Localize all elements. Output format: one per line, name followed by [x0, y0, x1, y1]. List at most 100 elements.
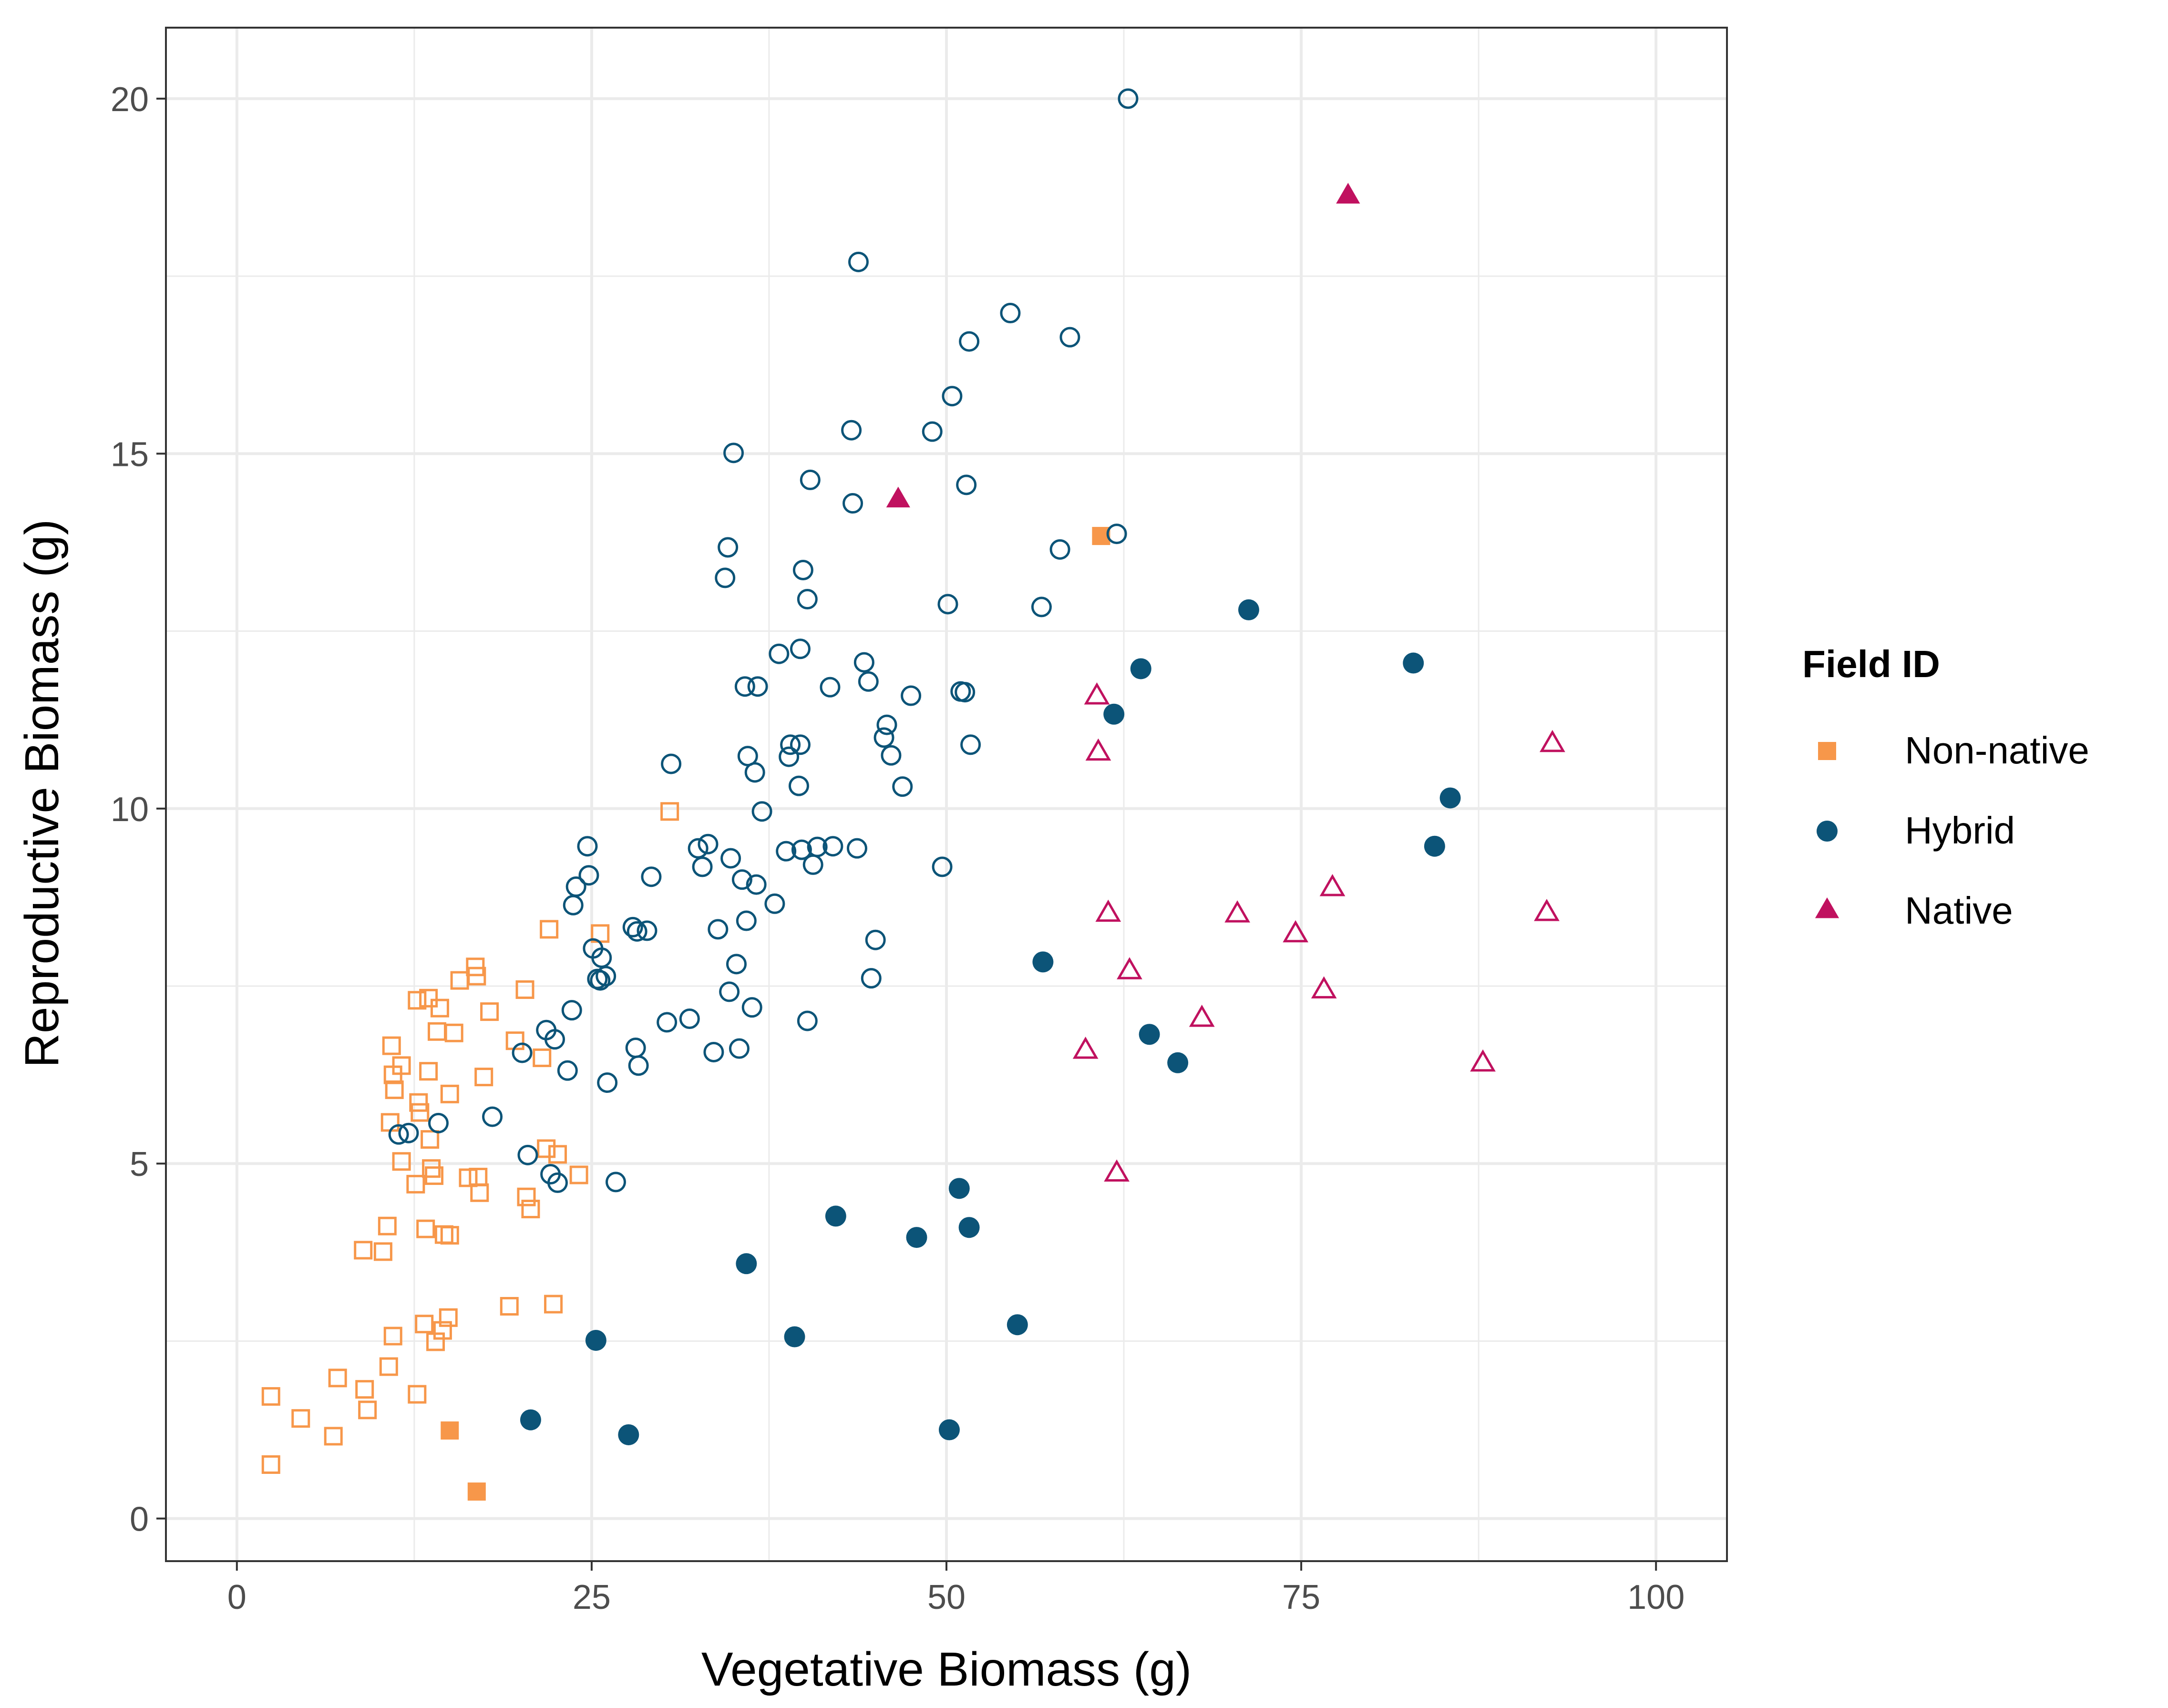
native-open-point	[1319, 874, 1346, 896]
non-native-open-point	[261, 1455, 280, 1474]
non-native-open-point	[354, 1241, 373, 1260]
non-native-open-point	[416, 1219, 435, 1238]
non-native-open-point	[544, 1295, 563, 1314]
hybrid-open-point	[715, 567, 736, 588]
non-native-filled-point	[467, 1482, 486, 1501]
hybrid-open-point	[736, 910, 757, 931]
hybrid-open-point	[791, 839, 812, 860]
hybrid-open-point	[843, 493, 863, 514]
hybrid-open-point	[960, 734, 981, 755]
hybrid-open-point	[561, 1000, 582, 1021]
non-native-open-point	[540, 920, 559, 939]
hybrid-filled-point	[618, 1424, 639, 1445]
hybrid-filled-point	[938, 1419, 960, 1440]
native-filled-point	[1336, 183, 1360, 204]
hybrid-open-point	[800, 469, 821, 490]
non-native-open-point	[421, 1130, 440, 1149]
hybrid-open-point	[751, 801, 772, 822]
hybrid-open-point	[708, 919, 729, 940]
native-open-point	[1540, 730, 1565, 752]
non-native-open-point	[533, 1048, 552, 1067]
hybrid-filled-point	[958, 1217, 980, 1238]
non-native-open-point	[459, 1168, 478, 1187]
non-native-open-point	[358, 1400, 377, 1420]
hybrid-open-point	[779, 746, 800, 767]
hybrid-open-point	[790, 734, 811, 755]
hybrid-open-point	[846, 838, 867, 859]
hybrid-filled-point	[585, 1329, 606, 1351]
non-native-open-point	[379, 1357, 398, 1376]
native-open-point	[1084, 682, 1110, 705]
non-native-filled-point	[441, 1421, 459, 1440]
native-open-point	[1311, 976, 1337, 998]
non-native-open-point	[500, 1296, 519, 1316]
native-open-point	[1085, 738, 1111, 761]
hybrid-open-point	[577, 836, 598, 857]
hybrid-open-point	[959, 331, 980, 352]
hybrid-open-point	[792, 560, 813, 581]
hybrid-open-point	[747, 676, 768, 697]
hybrid-filled-point	[1130, 658, 1151, 679]
native-open-point	[1534, 899, 1560, 921]
native-open-point	[1189, 1004, 1215, 1027]
hybrid-open-point	[591, 947, 612, 968]
x-tick-label: 100	[1627, 1578, 1685, 1616]
legend-keys	[1815, 742, 1839, 918]
hybrid-open-point	[606, 1172, 627, 1193]
hybrid-open-point	[764, 893, 785, 914]
hybrid-open-point	[641, 866, 662, 887]
native-open-point	[1104, 1159, 1130, 1182]
non-native-open-point	[660, 802, 679, 821]
hybrid-filled-point	[1103, 703, 1125, 725]
non-native-open-point	[328, 1368, 347, 1388]
hybrid-open-point	[807, 836, 828, 857]
non-native-open-point	[480, 1002, 499, 1021]
non-native-open-point	[470, 1183, 489, 1202]
hybrid-open-point	[741, 997, 762, 1018]
non-native-open-point	[433, 1321, 452, 1340]
hybrid-filled-point	[1032, 951, 1054, 973]
non-native-open-point	[378, 1216, 397, 1235]
hybrid-open-point	[398, 1122, 419, 1143]
hybrid-open-point	[769, 643, 790, 664]
native-open-point	[1283, 920, 1309, 943]
hybrid-open-point	[956, 474, 977, 495]
y-tick-label: 15	[111, 435, 149, 473]
hybrid-open-point	[482, 1106, 503, 1127]
hybrid-open-point	[596, 966, 616, 987]
non-native-open-point	[392, 1152, 411, 1171]
non-native-open-point	[569, 1165, 588, 1184]
hybrid-open-point	[718, 537, 739, 558]
native-filled-point	[886, 486, 910, 508]
non-native-open-point	[408, 991, 427, 1010]
hybrid-open-point	[932, 856, 953, 877]
non-native-open-point	[439, 1308, 458, 1327]
legend-label-native: Native	[1905, 889, 2013, 932]
x-tick-label: 75	[1282, 1578, 1320, 1616]
hybrid-open-point	[1059, 327, 1080, 348]
native-open-point	[1117, 957, 1142, 979]
hybrid-open-point	[901, 685, 922, 706]
hybrid-open-point	[512, 1042, 533, 1063]
hybrid-open-point	[545, 1029, 565, 1050]
hybrid-open-point	[723, 442, 744, 463]
non-native-open-point	[408, 1385, 427, 1404]
hybrid-open-point	[388, 1124, 409, 1145]
non-native-open-point	[406, 1174, 425, 1194]
hybrid-open-point	[942, 386, 963, 407]
y-tick-label: 20	[111, 81, 149, 119]
hybrid-open-point	[698, 833, 719, 854]
hybrid-open-point	[578, 865, 599, 886]
hybrid-open-point	[922, 421, 943, 442]
hybrid-open-point	[776, 841, 797, 862]
hybrid-filled-point	[1139, 1024, 1160, 1045]
hybrid-filled-point	[1439, 787, 1461, 809]
hybrid-open-point	[881, 745, 902, 766]
non-native-open-point	[444, 1023, 463, 1042]
hybrid-open-point	[661, 753, 682, 774]
hybrid-open-point	[720, 848, 741, 869]
non-native-open-point	[409, 1093, 428, 1112]
hybrid-filled-point	[736, 1253, 757, 1275]
hybrid-filled-point	[825, 1205, 846, 1227]
non-native-open-point	[440, 1226, 459, 1245]
